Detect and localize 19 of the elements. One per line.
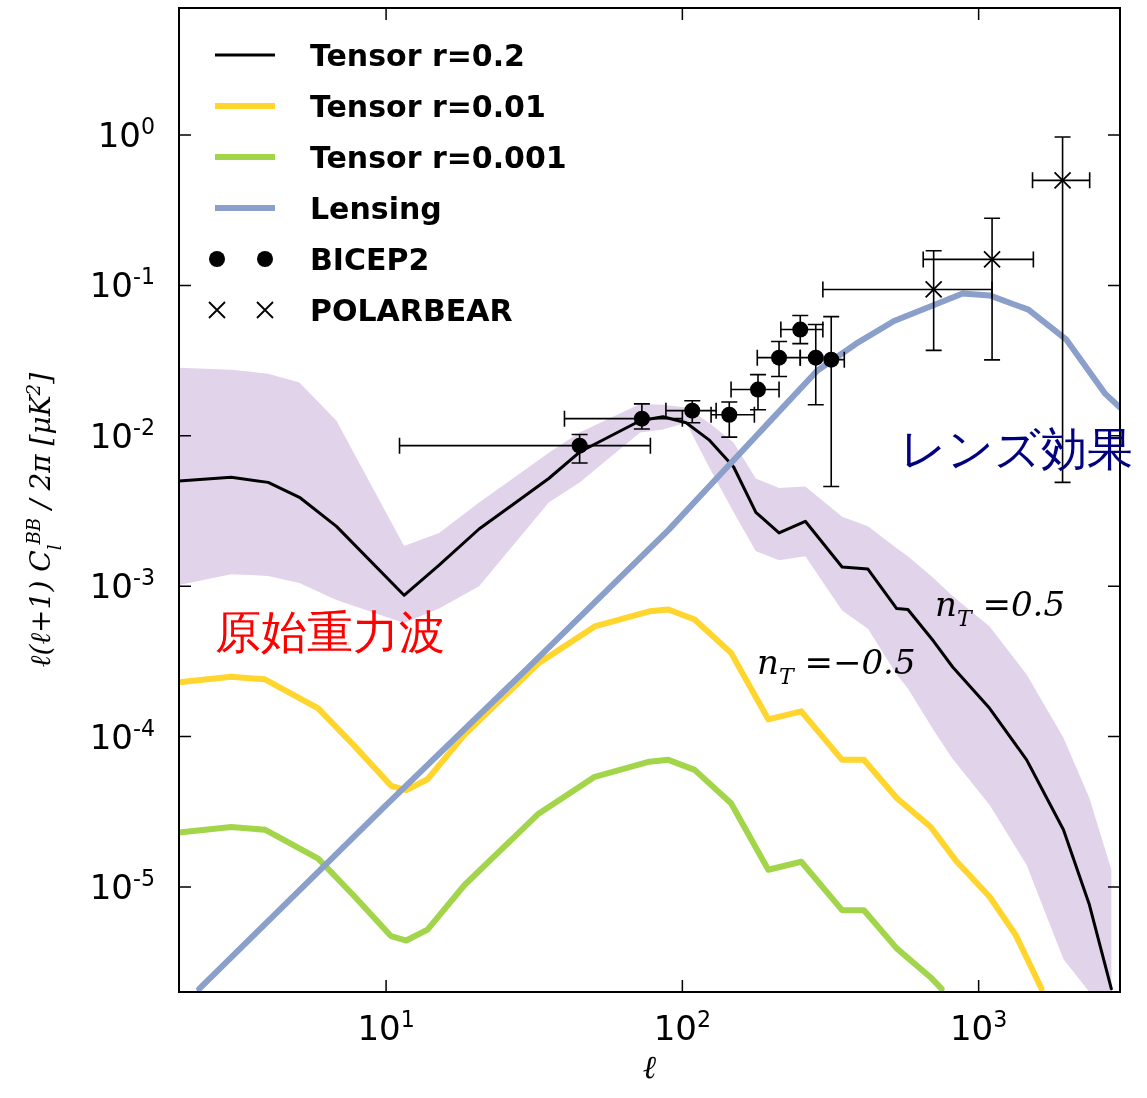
legend-label: Tensor r=0.01	[310, 89, 546, 124]
annotation: n$_{T}$ =0.5	[935, 584, 1066, 631]
x-axis-title: ℓ	[642, 1048, 657, 1086]
legend-label: POLARBEAR	[310, 293, 513, 328]
legend-label: Tensor r=0.2	[310, 38, 525, 73]
y-tick-label: 10$^{-5}$	[89, 864, 155, 907]
x-tick-label: 10$^{1}$	[357, 1006, 415, 1048]
y-tick-label: 10$^{0}$	[97, 113, 155, 156]
annotation: n$_{T}$ =−0.5	[757, 642, 916, 689]
legend-label: Lensing	[310, 191, 442, 226]
y-tick-label: 10$^{-2}$	[89, 413, 155, 456]
x-tick-label: 10$^{3}$	[949, 1006, 1008, 1048]
legend-label: Tensor r=0.001	[310, 140, 567, 175]
y-tick-label: 10$^{-4}$	[89, 714, 155, 757]
x-tick-label: 10$^{2}$	[653, 1006, 712, 1048]
y-tick-label: 10$^{-3}$	[89, 564, 155, 607]
annotation: 原始重力波	[215, 604, 445, 659]
y-tick-label: 10$^{-1}$	[89, 263, 155, 306]
legend-label: BICEP2	[310, 242, 430, 277]
